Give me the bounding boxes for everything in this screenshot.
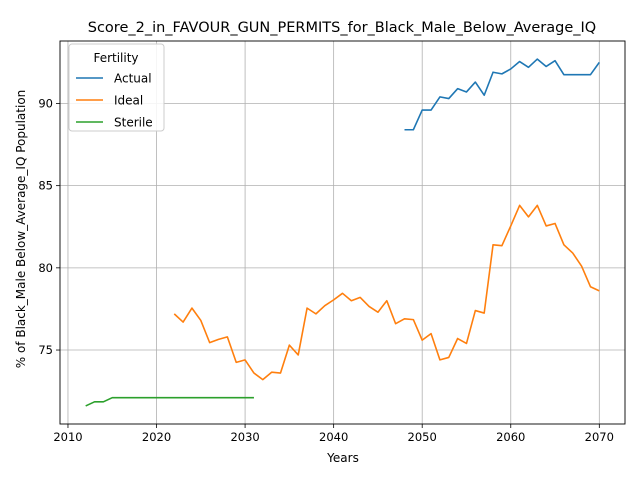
- y-tick-label: 85: [38, 179, 53, 193]
- series-layer: [85, 58, 600, 407]
- chart-title: Score_2_in_FAVOUR_GUN_PERMITS_for_Black_…: [88, 20, 596, 36]
- x-tick-label: 2030: [230, 430, 259, 444]
- legend-box: [68, 43, 165, 132]
- y-tick-label: 80: [38, 261, 53, 275]
- x-tick-label: 2070: [585, 430, 614, 444]
- y-axis-label: % of Black_Male Below_Average_IQ Populat…: [14, 90, 28, 369]
- x-tick-label: 2060: [496, 430, 525, 444]
- plot-frame: [59, 40, 626, 425]
- y-tick-label: 75: [38, 343, 53, 357]
- x-tick-label: 2050: [408, 430, 437, 444]
- x-axis-label: Years: [326, 451, 359, 465]
- legend: Fertility Actual Ideal Sterile: [68, 43, 165, 132]
- legend-label-sterile: Sterile: [114, 116, 153, 130]
- legend-title: Fertility: [93, 51, 138, 65]
- tick-layer: 2010 2020 2030 2040 2050 2060 2070 75 80 85 90: [38, 96, 614, 444]
- legend-label-actual: Actual: [114, 72, 152, 86]
- x-tick-label: 2020: [142, 430, 171, 444]
- series-line-ideal: [173, 204, 600, 381]
- y-tick-label: 90: [38, 96, 53, 110]
- series-line-actual: [404, 58, 600, 131]
- legend-label-ideal: Ideal: [114, 94, 143, 108]
- x-tick-label: 2010: [53, 430, 82, 444]
- x-tick-label: 2040: [319, 430, 348, 444]
- series-line-sterile: [85, 396, 254, 407]
- legend-items: Actual Ideal Sterile: [76, 72, 153, 130]
